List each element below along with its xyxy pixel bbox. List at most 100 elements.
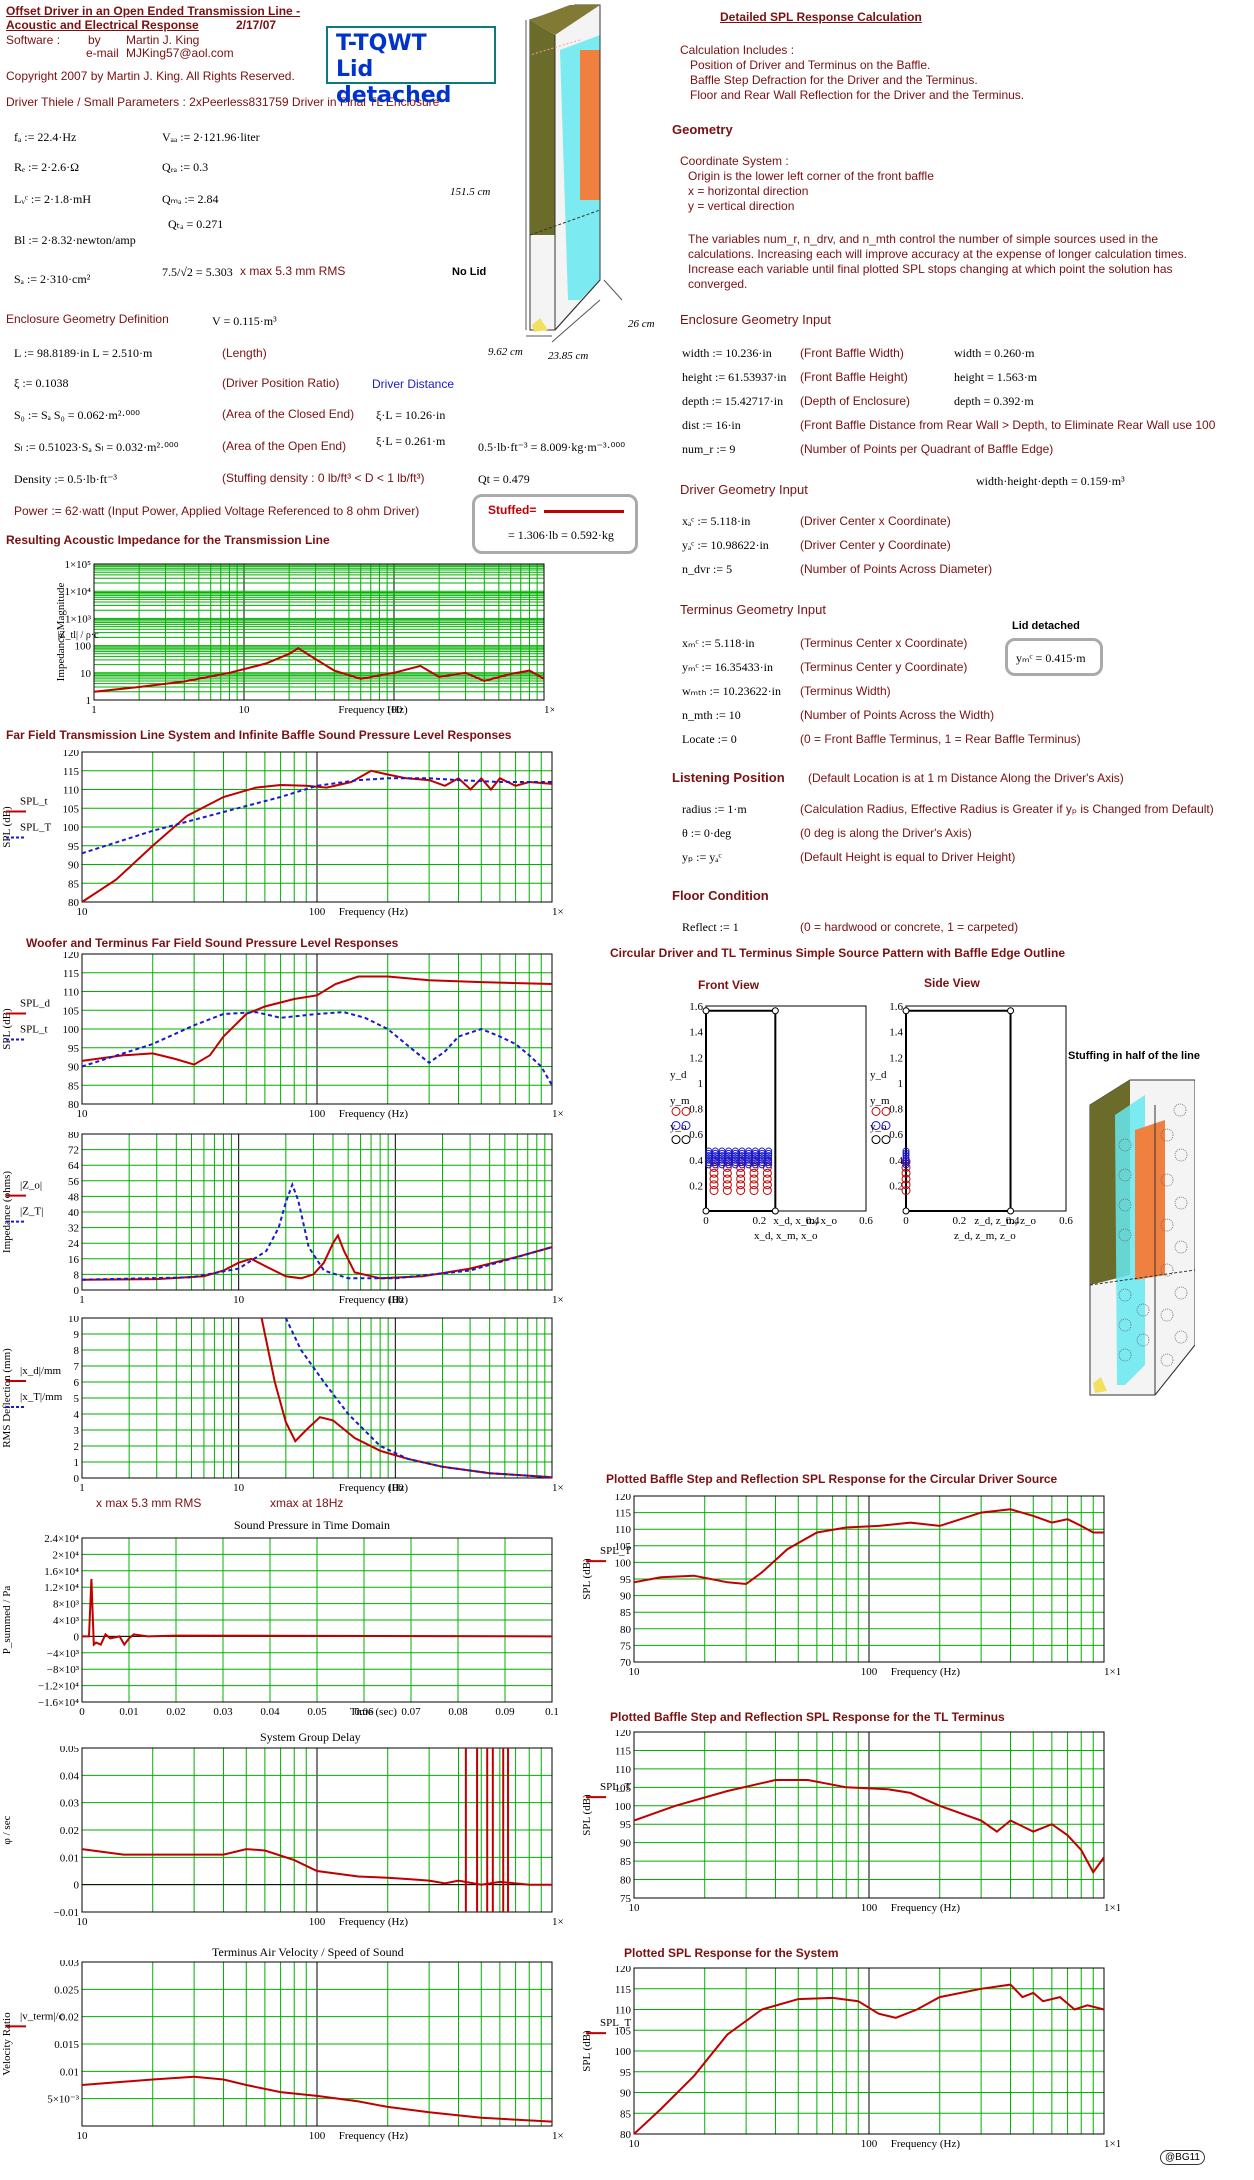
series-line-0 bbox=[81, 769, 553, 903]
locate-note: (0 = Front Baffle Terminus, 1 = Rear Baf… bbox=[800, 732, 1081, 746]
plot-border bbox=[81, 751, 553, 903]
terminus-source bbox=[738, 1152, 746, 1160]
y-axis-label: P_summed / Pa bbox=[1, 1586, 13, 1655]
diagram-height: 151.5 cm bbox=[450, 186, 491, 198]
plot-border bbox=[633, 1967, 1105, 2135]
series-line-0 bbox=[633, 1779, 1105, 1875]
wmth-def: wₘₜₕ := 10.23622·in bbox=[682, 684, 781, 698]
stuffed-value: = 1.306·lb = 0.592·kg bbox=[508, 528, 614, 542]
numr-note: (Number of Points per Quadrant of Baffle… bbox=[800, 442, 1054, 456]
legend-label: y_d bbox=[870, 1069, 887, 1081]
front-view-title: Front View bbox=[698, 978, 760, 992]
plot-border bbox=[633, 1495, 1105, 1663]
title-line2: Acoustic and Electrical Response bbox=[6, 18, 199, 32]
y-tick-label: 90 bbox=[68, 860, 80, 872]
theta-note: (0 deg is along the Driver's Axis) bbox=[800, 826, 972, 840]
terminus-source bbox=[902, 1152, 910, 1160]
stuffed-line bbox=[544, 510, 624, 513]
baffle-driver-title: Plotted Baffle Step and Reflection SPL R… bbox=[606, 1472, 1058, 1486]
x-tick-label: 1×10³ bbox=[552, 1482, 565, 1494]
y-tick-label: 1×10⁵ bbox=[64, 560, 91, 571]
terminus-source bbox=[745, 1156, 753, 1164]
terminus-source bbox=[765, 1149, 773, 1157]
woofer-terminus-spl-chart: 80 85 90 95 100 105 110 115 120 10 100 1×10³ Frequen… bbox=[1, 952, 565, 1120]
legend-label: SPL_T bbox=[20, 822, 51, 834]
baffle-driver-chart: 70 75 80 85 90 95 100 105 110 115 120 10 100 1×10³ Fre… bbox=[581, 1494, 1120, 1678]
x-tick-label: 1×10³ bbox=[552, 1294, 565, 1306]
coord-heading: Coordinate System : bbox=[680, 154, 789, 168]
x-tick-label: 100 bbox=[861, 1666, 878, 1678]
plot-frame bbox=[905, 1005, 1067, 1212]
plot-border bbox=[81, 1133, 553, 1291]
terminus-source bbox=[731, 1156, 739, 1164]
terminus-source bbox=[738, 1159, 746, 1167]
time-domain-chart: −1.6×10⁴ −1.2×10⁴ −8×10³ −4×10³ 0 4×10³ 8×10³ 1… bbox=[1, 1534, 559, 1718]
y-tick-label: 90 bbox=[620, 1591, 632, 1603]
coord-1: Origin is the lower left corner of the f… bbox=[688, 169, 934, 183]
terminus-source bbox=[765, 1161, 773, 1169]
driver-source bbox=[762, 1186, 772, 1195]
enclosure-sl: Sₗ := 0.51023·Sₐ Sₗ = 0.032·m²·⁰⁰⁰ bbox=[14, 440, 179, 454]
y-tick-label: −0.01 bbox=[54, 1907, 79, 1919]
terminus-source bbox=[711, 1159, 719, 1167]
y-tick-label: 16 bbox=[68, 1254, 80, 1266]
terminus-source bbox=[738, 1156, 746, 1164]
xmc-note: (Terminus Center x Coordinate) bbox=[800, 636, 968, 650]
series-line-0 bbox=[93, 647, 545, 693]
legend-label: SPL_t bbox=[20, 796, 48, 808]
width-val: width = 0.260·m bbox=[954, 346, 1035, 360]
param-sd: Sₐ := 2·310·cm² bbox=[14, 272, 91, 286]
diagram-w2: 23.85 cm bbox=[548, 350, 589, 362]
x-axis-label: Frequency (Hz) bbox=[339, 1294, 409, 1306]
x-tick-label: 0 bbox=[703, 1215, 709, 1227]
software-label: Software : bbox=[6, 33, 61, 47]
diagram-w1: 9.62 cm bbox=[488, 346, 523, 358]
x-tick-label: 10 bbox=[77, 906, 89, 918]
terminus-source bbox=[751, 1147, 759, 1155]
param-qtd: Qₜₐ = 0.271 bbox=[168, 217, 224, 231]
width-note: (Front Baffle Width) bbox=[800, 346, 904, 360]
yp-def: yₚ := yₐᶜ bbox=[682, 850, 722, 864]
legend-glyph bbox=[681, 1106, 691, 1116]
y-tick-label: 90 bbox=[620, 2088, 632, 2100]
driver-params-heading: Driver Thiele / Small Parameters : 2xPee… bbox=[6, 95, 440, 109]
dist-note: (Front Baffle Distance from Rear Wall > … bbox=[800, 418, 1216, 432]
y-axis-label: SPL (dB) bbox=[581, 1558, 593, 1600]
title-date: 2/17/07 bbox=[236, 18, 277, 32]
terminus-source bbox=[758, 1154, 766, 1162]
y-tick-label: 80 bbox=[68, 1132, 80, 1141]
copyright: Copyright 2007 by Martin J. King. All Ri… bbox=[6, 69, 295, 83]
terminus-source bbox=[738, 1154, 746, 1162]
y-tick-label: 0.05 bbox=[60, 1746, 80, 1755]
x-tick-label: 10 bbox=[233, 1294, 245, 1306]
legend-label: SPL_T bbox=[600, 1781, 631, 1793]
legend-label: |x_d|/mm bbox=[20, 1365, 62, 1377]
x-tick-label: 10 bbox=[77, 1108, 89, 1120]
y-tick-label: 100 bbox=[63, 1024, 80, 1036]
radius-def: radius := 1·m bbox=[682, 802, 747, 816]
group-delay-title: System Group Delay bbox=[260, 1730, 361, 1744]
x-tick-label: 0.2 bbox=[952, 1215, 966, 1227]
terminus-source bbox=[705, 1149, 713, 1157]
plot-border bbox=[81, 1747, 553, 1913]
y-tick-label: 0.2 bbox=[889, 1180, 903, 1192]
x-tick-label: 0 bbox=[903, 1215, 909, 1227]
depth-def: depth := 15.42717·in bbox=[682, 394, 784, 408]
driver-source bbox=[749, 1186, 759, 1195]
x-tick-label: 1 bbox=[79, 1482, 85, 1494]
legend-glyph bbox=[671, 1106, 681, 1116]
y-tick-label: 115 bbox=[615, 1984, 632, 1996]
y-tick-label: 120 bbox=[615, 1966, 632, 1975]
height-note: (Front Baffle Height) bbox=[800, 370, 908, 384]
xdc-note: (Driver Center x Coordinate) bbox=[800, 514, 951, 528]
y-tick-label: 0.04 bbox=[60, 1770, 80, 1782]
terminus-source bbox=[718, 1161, 726, 1169]
terminus-source bbox=[765, 1147, 773, 1155]
legend-label: |v_term|/c bbox=[20, 2010, 64, 2022]
legend-label: y_m bbox=[670, 1095, 690, 1107]
y-tick-label: 110 bbox=[63, 987, 80, 999]
edge-point bbox=[1007, 1007, 1015, 1015]
y-axis-label: SPL (dB) bbox=[1, 1008, 13, 1050]
x-tick-label: 0.06 bbox=[354, 1706, 374, 1718]
y-tick-label: 0.03 bbox=[60, 1798, 80, 1810]
